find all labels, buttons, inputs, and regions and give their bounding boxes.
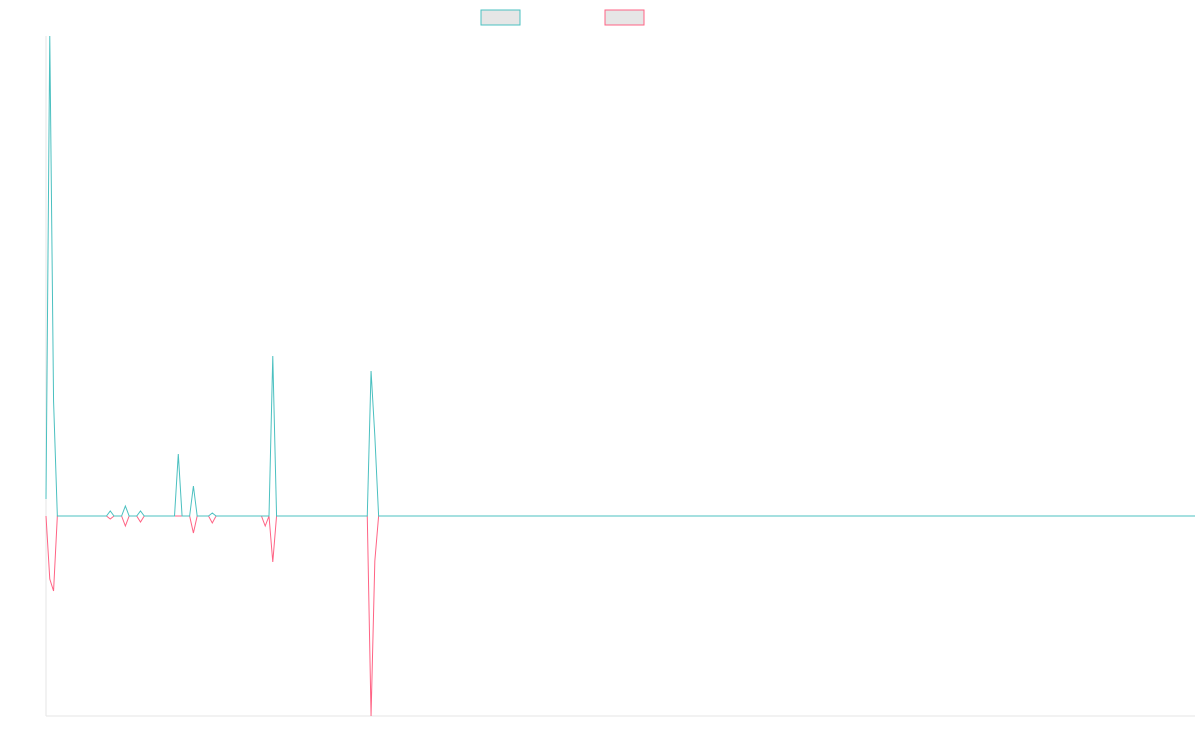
axes <box>45 36 1195 717</box>
series-2-line <box>45 515 1195 717</box>
series-layer <box>45 35 1195 717</box>
series-1-line <box>45 35 1195 517</box>
legend-swatch-1[interactable] <box>480 9 521 26</box>
legend <box>480 9 645 26</box>
legend-swatch-2[interactable] <box>604 9 645 26</box>
